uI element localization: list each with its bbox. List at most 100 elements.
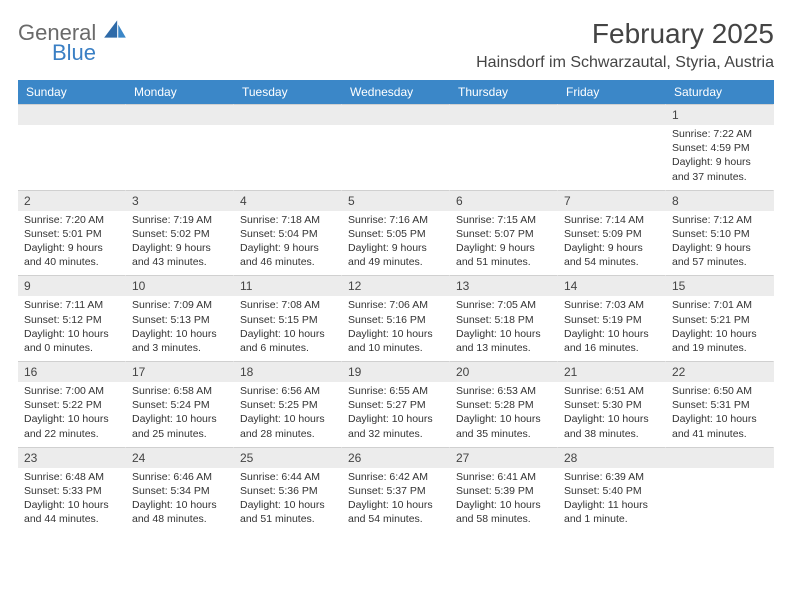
sunset-text: Sunset: 5:16 PM (348, 313, 444, 327)
day-detail: Sunrise: 6:42 AMSunset: 5:37 PMDaylight:… (342, 468, 450, 533)
page-title: February 2025 (476, 18, 774, 50)
sunrise-text: Sunrise: 6:55 AM (348, 384, 444, 398)
day-number: 24 (126, 447, 234, 468)
day-detail: Sunrise: 7:18 AMSunset: 5:04 PMDaylight:… (234, 211, 342, 276)
sunrise-text: Sunrise: 6:39 AM (564, 470, 660, 484)
sunset-text: Sunset: 5:40 PM (564, 484, 660, 498)
day-number: 13 (450, 275, 558, 296)
sunset-text: Sunset: 5:02 PM (132, 227, 228, 241)
sunset-text: Sunset: 5:31 PM (672, 398, 768, 412)
day-detail: Sunrise: 7:06 AMSunset: 5:16 PMDaylight:… (342, 296, 450, 361)
day-number: 23 (18, 447, 126, 468)
sunrise-text: Sunrise: 6:46 AM (132, 470, 228, 484)
logo-text: General Blue (18, 18, 128, 64)
day-detail: Sunrise: 7:00 AMSunset: 5:22 PMDaylight:… (18, 382, 126, 447)
day-number: 18 (234, 361, 342, 382)
day-number: 27 (450, 447, 558, 468)
sunrise-text: Sunrise: 6:58 AM (132, 384, 228, 398)
day-number: 15 (666, 275, 774, 296)
daylight-text: Daylight: 10 hours and 54 minutes. (348, 498, 444, 526)
sunset-text: Sunset: 4:59 PM (672, 141, 768, 155)
day-detail: Sunrise: 6:51 AMSunset: 5:30 PMDaylight:… (558, 382, 666, 447)
calendar-week-number-row: 232425262728 (18, 447, 774, 468)
sunrise-text: Sunrise: 7:16 AM (348, 213, 444, 227)
day-detail: Sunrise: 7:22 AMSunset: 4:59 PMDaylight:… (666, 125, 774, 190)
sunrise-text: Sunrise: 6:56 AM (240, 384, 336, 398)
day-detail: Sunrise: 7:05 AMSunset: 5:18 PMDaylight:… (450, 296, 558, 361)
sunrise-text: Sunrise: 6:41 AM (456, 470, 552, 484)
day-detail (18, 125, 126, 190)
sunrise-text: Sunrise: 7:22 AM (672, 127, 768, 141)
day-number: 7 (558, 190, 666, 211)
sunrise-text: Sunrise: 6:51 AM (564, 384, 660, 398)
daylight-text: Daylight: 11 hours and 1 minute. (564, 498, 660, 526)
day-number (558, 104, 666, 125)
sunset-text: Sunset: 5:19 PM (564, 313, 660, 327)
logo: General Blue (18, 18, 128, 64)
sunset-text: Sunset: 5:07 PM (456, 227, 552, 241)
sunrise-text: Sunrise: 7:06 AM (348, 298, 444, 312)
day-header: Tuesday (234, 80, 342, 104)
day-detail: Sunrise: 7:16 AMSunset: 5:05 PMDaylight:… (342, 211, 450, 276)
daylight-text: Daylight: 10 hours and 58 minutes. (456, 498, 552, 526)
calendar-day-header-row: SundayMondayTuesdayWednesdayThursdayFrid… (18, 80, 774, 104)
daylight-text: Daylight: 10 hours and 13 minutes. (456, 327, 552, 355)
location-subtitle: Hainsdorf im Schwarzautal, Styria, Austr… (476, 54, 774, 72)
calendar-week-detail-row: Sunrise: 6:48 AMSunset: 5:33 PMDaylight:… (18, 468, 774, 533)
day-number: 3 (126, 190, 234, 211)
header: General Blue February 2025 Hainsdorf im … (18, 18, 774, 72)
day-detail (126, 125, 234, 190)
day-number (234, 104, 342, 125)
day-number: 10 (126, 275, 234, 296)
day-detail: Sunrise: 6:39 AMSunset: 5:40 PMDaylight:… (558, 468, 666, 533)
day-number: 4 (234, 190, 342, 211)
sunset-text: Sunset: 5:24 PM (132, 398, 228, 412)
sunrise-text: Sunrise: 7:00 AM (24, 384, 120, 398)
day-detail: Sunrise: 6:56 AMSunset: 5:25 PMDaylight:… (234, 382, 342, 447)
sunset-text: Sunset: 5:04 PM (240, 227, 336, 241)
daylight-text: Daylight: 10 hours and 41 minutes. (672, 412, 768, 440)
day-number: 22 (666, 361, 774, 382)
day-header: Monday (126, 80, 234, 104)
day-number (666, 447, 774, 468)
sunset-text: Sunset: 5:33 PM (24, 484, 120, 498)
sunrise-text: Sunrise: 7:08 AM (240, 298, 336, 312)
sunset-text: Sunset: 5:12 PM (24, 313, 120, 327)
day-detail: Sunrise: 6:55 AMSunset: 5:27 PMDaylight:… (342, 382, 450, 447)
day-number: 2 (18, 190, 126, 211)
day-number: 16 (18, 361, 126, 382)
logo-text-blue: Blue (52, 42, 128, 64)
sunrise-text: Sunrise: 6:53 AM (456, 384, 552, 398)
daylight-text: Daylight: 10 hours and 51 minutes. (240, 498, 336, 526)
calendar-week-number-row: 16171819202122 (18, 361, 774, 382)
day-detail (450, 125, 558, 190)
sunrise-text: Sunrise: 7:03 AM (564, 298, 660, 312)
day-detail: Sunrise: 7:15 AMSunset: 5:07 PMDaylight:… (450, 211, 558, 276)
day-number: 14 (558, 275, 666, 296)
day-number: 28 (558, 447, 666, 468)
daylight-text: Daylight: 10 hours and 38 minutes. (564, 412, 660, 440)
sunset-text: Sunset: 5:27 PM (348, 398, 444, 412)
day-number (450, 104, 558, 125)
day-detail: Sunrise: 6:58 AMSunset: 5:24 PMDaylight:… (126, 382, 234, 447)
daylight-text: Daylight: 10 hours and 44 minutes. (24, 498, 120, 526)
sunrise-text: Sunrise: 7:12 AM (672, 213, 768, 227)
daylight-text: Daylight: 10 hours and 35 minutes. (456, 412, 552, 440)
day-header: Sunday (18, 80, 126, 104)
day-detail (342, 125, 450, 190)
day-number: 11 (234, 275, 342, 296)
sunset-text: Sunset: 5:36 PM (240, 484, 336, 498)
daylight-text: Daylight: 9 hours and 40 minutes. (24, 241, 120, 269)
sunset-text: Sunset: 5:10 PM (672, 227, 768, 241)
day-detail: Sunrise: 6:50 AMSunset: 5:31 PMDaylight:… (666, 382, 774, 447)
calendar-week-detail-row: Sunrise: 7:11 AMSunset: 5:12 PMDaylight:… (18, 296, 774, 361)
daylight-text: Daylight: 10 hours and 10 minutes. (348, 327, 444, 355)
day-header: Saturday (666, 80, 774, 104)
sunrise-text: Sunrise: 7:18 AM (240, 213, 336, 227)
day-detail: Sunrise: 6:46 AMSunset: 5:34 PMDaylight:… (126, 468, 234, 533)
daylight-text: Daylight: 9 hours and 37 minutes. (672, 155, 768, 183)
day-detail: Sunrise: 7:12 AMSunset: 5:10 PMDaylight:… (666, 211, 774, 276)
calendar-body: 1Sunrise: 7:22 AMSunset: 4:59 PMDaylight… (18, 104, 774, 532)
day-detail: Sunrise: 7:19 AMSunset: 5:02 PMDaylight:… (126, 211, 234, 276)
daylight-text: Daylight: 9 hours and 54 minutes. (564, 241, 660, 269)
